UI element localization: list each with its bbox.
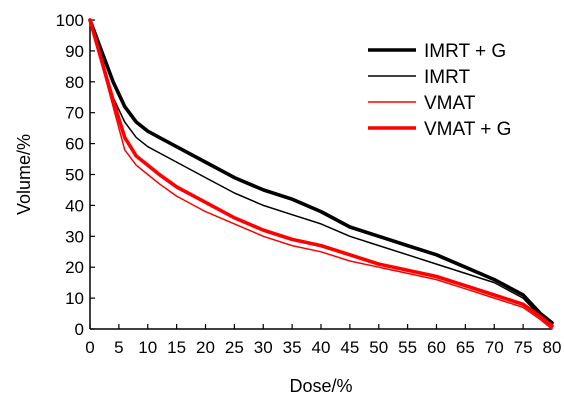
legend-label-vmat: VMAT <box>424 93 476 114</box>
series-line-imrt <box>89 19 553 327</box>
y-tick-label: 100 <box>56 11 84 30</box>
x-tick-label: 65 <box>456 338 475 357</box>
legend-label-imrt-g: IMRT + G <box>424 41 506 62</box>
x-tick-label: 55 <box>398 338 417 357</box>
legend-label-vmat-g: VMAT + G <box>424 119 511 140</box>
y-tick-label: 20 <box>65 258 84 277</box>
x-tick-label: 40 <box>312 338 331 357</box>
data-series <box>88 18 554 330</box>
legend-label-imrt: IMRT <box>424 67 470 88</box>
series-line-imrt-g <box>88 18 554 325</box>
axis-ticks: 0 10 20 30 40 50 60 70 80 90 100 0 5 10 15 20 25 30 35 40 45… <box>56 11 562 357</box>
y-tick-label: 40 <box>65 196 84 215</box>
x-tick-label: 45 <box>340 338 359 357</box>
x-tick-label: 60 <box>427 338 446 357</box>
x-tick-label: 25 <box>225 338 244 357</box>
x-tick-label: 75 <box>514 338 533 357</box>
x-tick-label: 35 <box>283 338 302 357</box>
x-tick-label: 30 <box>254 338 273 357</box>
y-tick-label: 90 <box>65 42 84 61</box>
x-tick-label: 20 <box>196 338 215 357</box>
x-tick-label: 80 <box>543 338 562 357</box>
legend: IMRT + G IMRT VMAT VMAT + G <box>368 41 511 140</box>
x-axis-title: Dose/% <box>289 376 352 396</box>
x-tick-label: 5 <box>114 338 123 357</box>
y-tick-label: 50 <box>65 166 84 185</box>
y-axis-title: Volume/% <box>14 134 34 215</box>
x-tick-label: 0 <box>85 338 94 357</box>
x-tick-label: 15 <box>167 338 186 357</box>
series-line-vmat-g <box>88 18 554 328</box>
x-tick-label: 70 <box>485 338 504 357</box>
y-tick-label: 0 <box>75 320 84 339</box>
y-tick-label: 70 <box>65 104 84 123</box>
series-line-vmat <box>89 19 553 330</box>
y-tick-label: 60 <box>65 135 84 154</box>
y-tick-label: 30 <box>65 227 84 246</box>
y-tick-label: 10 <box>65 289 84 308</box>
x-tick-label: 50 <box>369 338 388 357</box>
x-tick-label: 10 <box>138 338 157 357</box>
y-tick-label: 80 <box>65 73 84 92</box>
